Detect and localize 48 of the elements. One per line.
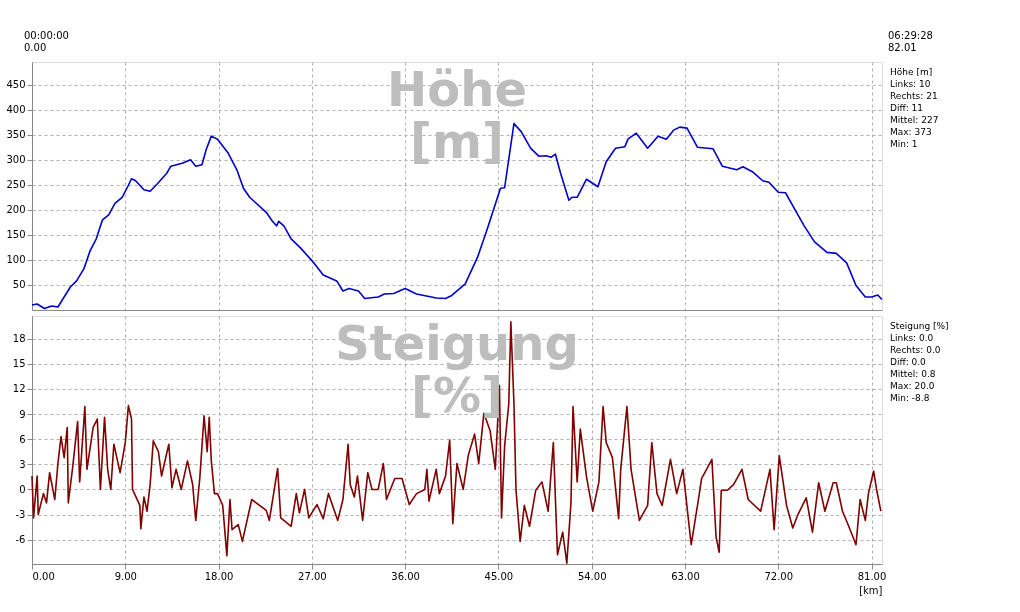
x-tick-label: 18.00 [204, 570, 234, 582]
text: Höhe [m] [890, 67, 933, 77]
x-tick-label: 72.00 [764, 570, 794, 582]
text: 82.01 [888, 42, 917, 53]
y-tick-label: 100 [6, 254, 26, 266]
y-tick-label: -6 [15, 534, 26, 546]
y-tick-label: 150 [6, 229, 26, 241]
y-tick-label: 18 [12, 333, 26, 345]
y-tick-label: 0 [19, 483, 26, 495]
text: Diff: 11 [890, 103, 923, 113]
y-tick-label: 200 [6, 204, 26, 216]
text: 0.00 [24, 42, 47, 53]
text: Links: 10 [890, 79, 931, 89]
y-tick-label: 9 [19, 408, 26, 420]
text: Steigung [%] [890, 321, 949, 331]
y-tick-label: 250 [6, 179, 26, 191]
x-tick-label: 54.00 [577, 570, 607, 582]
x-tick-label: 81.00 [857, 570, 887, 582]
y-tick-label: 15 [12, 358, 26, 370]
text: Höhe [m] [387, 61, 527, 169]
y-tick-label: -3 [15, 509, 26, 521]
y-tick-label: 6 [19, 433, 26, 445]
text: Max: 373 [890, 127, 932, 137]
x-axis-title: [km] [859, 584, 883, 596]
text: Min: -8.8 [890, 393, 930, 403]
text: Rechts: 0.0 [890, 345, 941, 355]
x-tick-label: 36.00 [391, 570, 420, 582]
x-tick-label: 0.00 [32, 570, 55, 582]
text: 00:00:00 [24, 30, 69, 41]
y-tick-label: 350 [6, 129, 26, 141]
text: 06:29:28 [888, 30, 933, 41]
x-tick-label: 63.00 [671, 570, 700, 582]
y-tick-label: 400 [6, 104, 26, 116]
text: Links: 0.0 [890, 333, 934, 343]
y-tick-label: 450 [6, 79, 26, 91]
y-tick-label: 300 [6, 154, 26, 166]
y-tick-label: 12 [12, 383, 26, 395]
text: Max: 20.0 [890, 381, 935, 391]
x-tick-label: 9.00 [114, 570, 137, 582]
x-tick-label: 27.00 [298, 570, 327, 582]
text: Min: 1 [890, 139, 918, 149]
x-tick-label: 45.00 [484, 570, 514, 582]
text: Mittel: 0.8 [890, 369, 936, 379]
text: Rechts: 21 [890, 91, 938, 101]
text: Diff: 0.0 [890, 357, 927, 367]
y-tick-label: 3 [19, 458, 26, 470]
text: Mittel: 227 [890, 115, 939, 125]
y-tick-label: 50 [12, 279, 26, 291]
